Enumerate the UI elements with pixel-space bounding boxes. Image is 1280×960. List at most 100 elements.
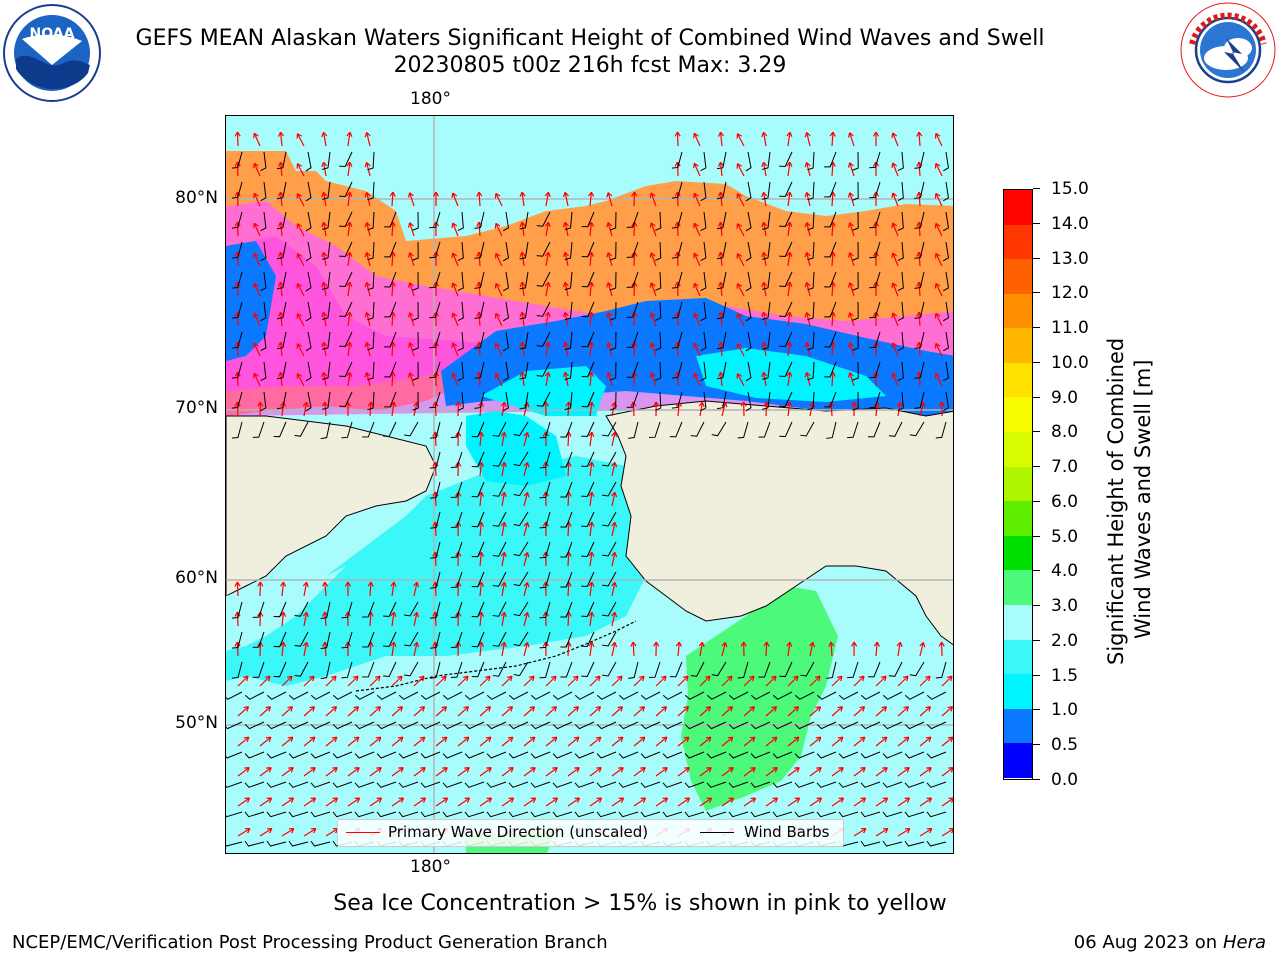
wave-arrow [830,641,833,657]
wave-arrow [501,675,513,687]
wave-arrow-head [508,797,515,803]
wave-arrow-head [464,767,470,773]
wind-barb [914,211,925,229]
wave-arrow [589,282,593,297]
wind-barb [367,211,375,231]
wind-barb [914,241,925,259]
wave-arrow [941,736,953,747]
wave-arrow-head [265,736,272,743]
wave-arrow-head [881,675,887,682]
wave-arrow-head [938,401,945,407]
wave-arrow-head [407,372,414,378]
wave-arrow-head [463,706,470,712]
wave-arrow-head [926,767,932,773]
wind-barb [816,811,837,818]
wind-barb [310,840,331,847]
wind-barb [519,241,529,260]
wind-barb [384,391,397,408]
wind-barb [669,661,683,678]
wave-arrow [501,492,506,507]
wind-barb [339,301,353,318]
wind-barb [700,181,707,202]
wave-arrow-head [948,828,953,834]
wave-arrow [935,223,943,237]
wind-barb [564,241,573,261]
wave-arrow [296,313,305,327]
wave-arrow-head [847,342,854,348]
wave-arrow-head [794,767,800,773]
footer-date: 06 Aug 2023 on Hera [1074,932,1266,953]
wave-arrow-head [407,282,414,288]
wind-barb [824,271,837,288]
wave-arrow [849,222,855,237]
wind-barb [807,271,815,291]
wave-arrow-head [639,706,646,712]
wave-arrow-head [432,191,440,197]
wave-arrow-head [749,675,755,682]
wave-arrow-head [649,342,656,348]
wave-arrow-head [234,131,241,137]
wave-arrow-head [253,312,259,319]
wave-arrow [567,491,570,507]
wave-arrow-head [321,341,328,348]
wave-arrow [479,736,492,747]
wave-arrow [237,675,249,687]
wind-barb [430,421,441,439]
wind-barb [429,241,441,259]
wind-barb [354,781,375,788]
wave-arrow-head [587,221,595,227]
wave-arrow [699,706,711,717]
wave-arrow-head [740,401,747,407]
wave-arrow-head [847,192,854,198]
wave-arrow [611,462,616,477]
colorbar-segment [1004,674,1032,709]
wave-arrow [322,132,327,147]
wind-barb [860,751,881,759]
wave-arrow [523,582,529,597]
wind-barb [655,241,662,261]
wave-arrow-head [364,221,371,228]
colorbar-label-line1: Significant Height of Combined [1104,337,1128,665]
wind-barb [807,151,815,171]
wind-barb [824,181,837,198]
wave-arrow [831,191,834,207]
wave-arrow [892,252,899,267]
wave-arrow [693,162,701,177]
wave-arrow [611,582,616,597]
wave-arrow-head [693,342,699,349]
wind-barb [602,661,617,677]
wave-arrow [787,192,791,207]
wind-barb [244,840,265,847]
wind-barb [383,421,397,437]
wave-arrow [495,193,503,207]
wind-barb [904,721,925,730]
wave-arrow-head [891,252,898,259]
wave-arrow [281,642,285,657]
wave-arrow [589,675,601,687]
wave-arrow [831,797,844,807]
wind-barb [581,631,595,648]
wave-arrow [391,251,394,267]
wind-barb [609,361,617,381]
wave-arrow [253,252,261,267]
wave-arrow-head [649,192,656,198]
wave-arrow [853,767,866,777]
wave-arrow [736,343,745,357]
wind-barb [847,661,859,679]
wind-barb [384,331,397,348]
wind-barb [564,391,573,411]
map-panel [225,115,954,854]
wind-barb [457,301,464,322]
wind-barb [779,211,793,228]
wave-arrow-head [463,736,470,743]
wave-arrow [435,706,447,717]
wind-barb [671,151,683,169]
wave-arrow [296,163,305,177]
wind-barb [231,421,243,439]
wave-arrow [919,828,933,837]
wave-arrow [875,828,889,837]
wave-arrow-head [837,706,844,712]
wave-arrow-head [860,828,867,834]
wind-barb [943,331,949,352]
wave-arrow [434,461,437,477]
